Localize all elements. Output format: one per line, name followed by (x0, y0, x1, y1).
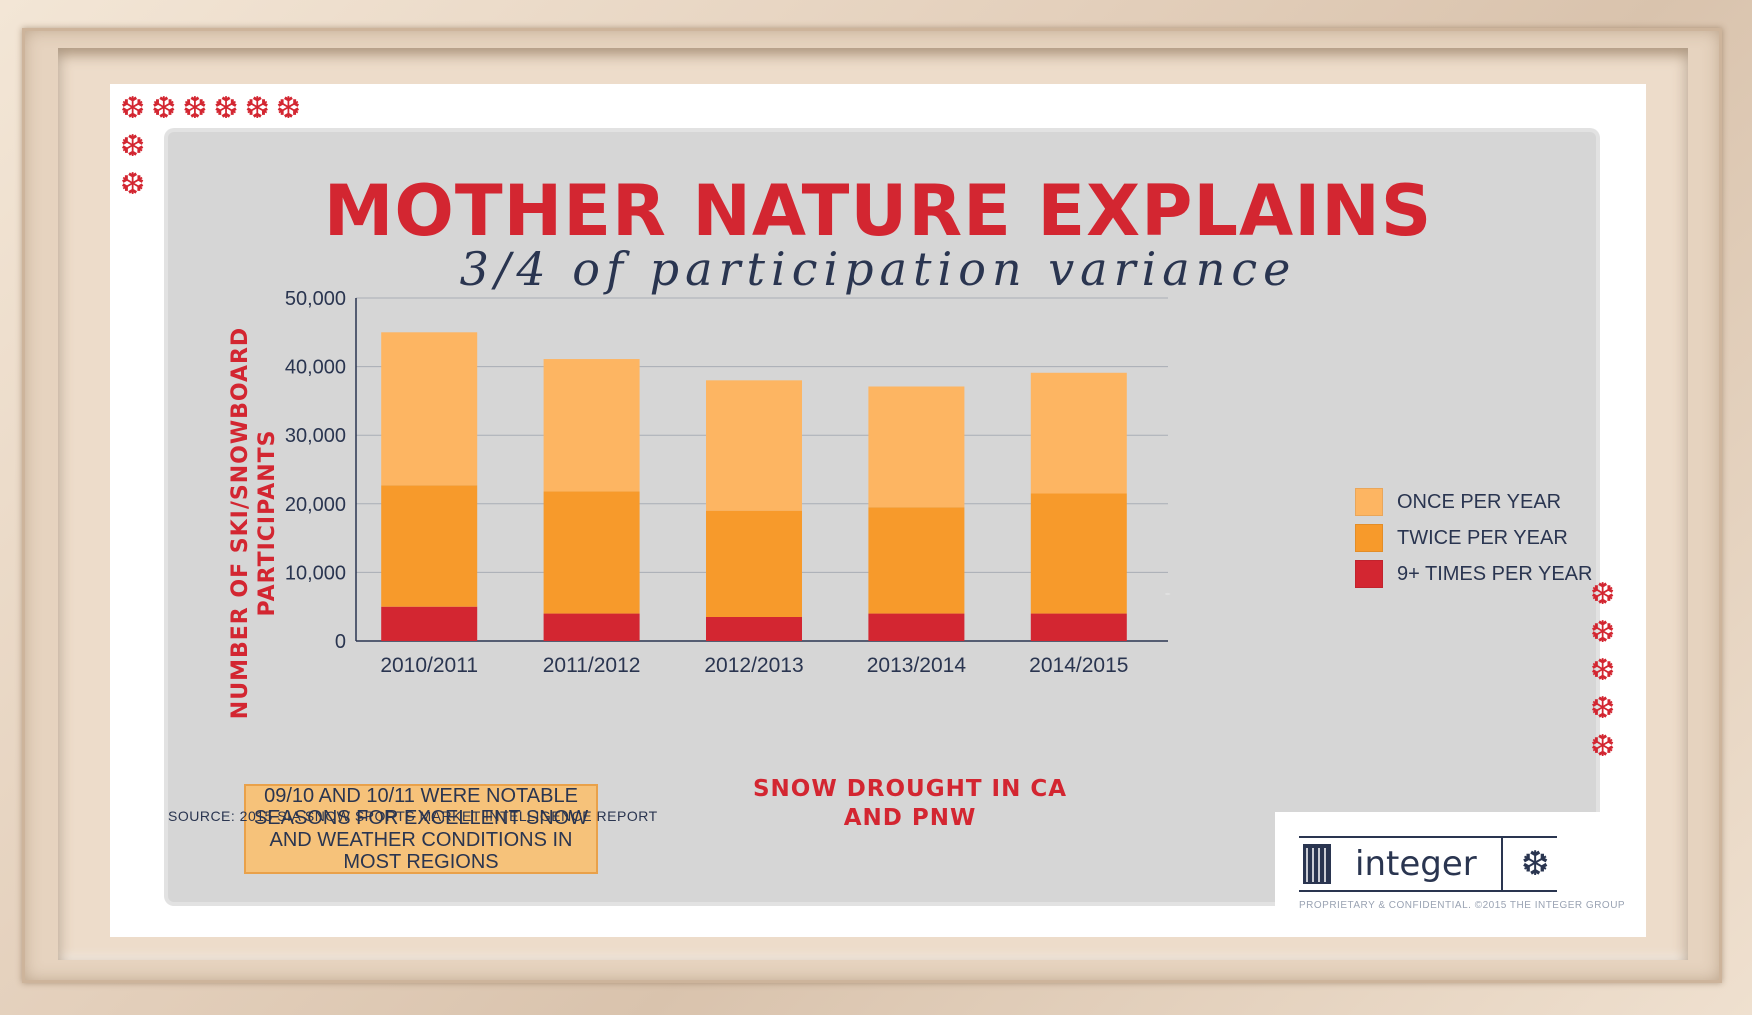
integer-logo-panel: integer ❆ PROPRIETARY & CONFIDENTIAL. ©2… (1275, 812, 1646, 937)
logo-wordmark: integer (1355, 844, 1477, 884)
snowflake-icon: ❆ (151, 91, 183, 126)
bar-segment (381, 332, 478, 486)
bar-segment (1030, 493, 1127, 614)
y-tick-label: 0 (335, 631, 346, 653)
bar-segment (868, 613, 965, 641)
snowflake-column: ❆ ❆ ❆ ❆ ❆ (1590, 576, 1630, 766)
legend-item: 9+ TIMES PER YEAR (1355, 556, 1592, 592)
bar-segment (706, 510, 802, 617)
snowflake-icon: ❆ (182, 91, 214, 126)
bar-segment (706, 616, 802, 641)
snowflake-row: ❆ (120, 166, 307, 204)
logo-divider (1501, 838, 1503, 890)
snowflake-row: ❆❆❆❆❆❆ (120, 90, 307, 128)
bar-segment (381, 606, 478, 641)
snowflake-icon: ❆ (1590, 653, 1622, 688)
bar-segment (543, 613, 640, 641)
x-tick-label: 2012/2013 (704, 654, 803, 677)
bar-segment (868, 386, 965, 508)
snowflake-icon: ❆ (1590, 615, 1622, 650)
snowflake-icon: ❆ (1521, 844, 1550, 884)
x-tick-label: 2013/2014 (867, 654, 967, 677)
legend-item: ONCE PER YEAR (1355, 484, 1592, 520)
x-tick-label: 2014/2015 (1029, 654, 1128, 677)
snowflake-icon: ❆ (120, 167, 152, 202)
legend-label: TWICE PER YEAR (1397, 526, 1568, 549)
legend-swatch (1355, 524, 1383, 552)
snowflake-icon: ❆ (1590, 577, 1622, 612)
chart-legend: ONCE PER YEAR TWICE PER YEAR 9+ TIMES PER … (1355, 484, 1592, 592)
snowflake-icon: ❆ (213, 91, 245, 126)
legend-swatch (1355, 560, 1383, 588)
logo-lockup: integer ❆ (1299, 836, 1557, 892)
y-tick-label: 50,000 (285, 288, 346, 310)
snowflake-decoration-right: ❆ ❆ ❆ ❆ ❆ (1590, 576, 1630, 766)
legend-label: 9+ TIMES PER YEAR (1397, 562, 1593, 585)
x-tick-label: 2011/2012 (543, 654, 641, 677)
snowflake-icon: ❆ (1521, 844, 1550, 884)
snowflake-icon: ❆ (120, 91, 152, 126)
snowflake-decoration-top-left: ❆❆❆❆❆❆ ❆ ❆ (120, 90, 307, 204)
x-axis-title: SNOW DROUGHT IN CA AND PNW (752, 776, 1068, 831)
copyright-notice: PROPRIETARY & CONFIDENTIAL. ©2015 THE IN… (1299, 900, 1626, 911)
y-tick-label: 30,000 (285, 425, 346, 447)
bar-segment (868, 507, 965, 614)
snowflake-icon: ❆ (1590, 691, 1622, 726)
legend-item: TWICE PER YEAR (1355, 520, 1592, 556)
infographic-canvas: ❆❆❆❆❆❆ ❆ ❆ ❆ ❆ ❆ ❆ ❆ MOTHER NATURE EXPLAINS … (110, 84, 1646, 937)
y-tick-label: 40,000 (285, 357, 346, 379)
bar-segment (1030, 613, 1127, 641)
snowflake-icon: ❆ (1590, 729, 1622, 764)
bar-segment (543, 491, 640, 614)
legend-label: ONCE PER YEAR (1397, 490, 1562, 513)
snowflake-icon: ❆ (275, 91, 307, 126)
y-tick-label: 10,000 (285, 562, 346, 584)
snowflake-icon: ❆ (244, 91, 276, 126)
snowflake-row: ❆ (120, 128, 307, 166)
note-text: 09/10 AND 10/11 WERE NOTABLE SEASONS FOR… (253, 785, 589, 873)
note-callout-box: 09/10 AND 10/11 WERE NOTABLE SEASONS FOR… (244, 784, 598, 874)
legend-swatch (1355, 488, 1383, 516)
chart-title: MOTHER NATURE EXPLAINS (323, 170, 1433, 252)
chart-subtitle: 3/4 of participation variance (459, 242, 1297, 296)
y-tick-label: 20,000 (285, 494, 346, 516)
snowflake-icon: ❆ (120, 129, 152, 164)
source-citation: SOURCE: 2015 SIA SNOW SPORTS MARKET INTE… (168, 808, 658, 824)
x-tick-label: 2010/2011 (380, 654, 478, 677)
bar-segment (706, 380, 802, 511)
bar-segment (543, 359, 640, 492)
bar-segment (381, 485, 478, 607)
stacked-bar-chart: 0 10,000 20,000 30,000 40,000 50,000 2010/2011… (285, 288, 1168, 677)
integer-brand-mark-icon (1303, 844, 1331, 884)
bar-segment (1030, 372, 1127, 494)
